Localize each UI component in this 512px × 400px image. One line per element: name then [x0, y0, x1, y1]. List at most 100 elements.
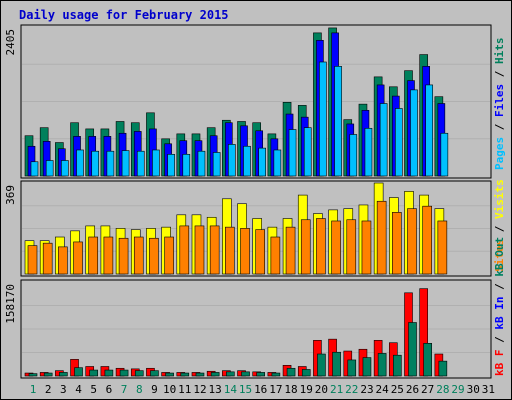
chart-title: Daily usage for February 2015	[19, 8, 229, 22]
bar-kb-out	[150, 370, 159, 377]
bar-kb-out	[332, 351, 341, 377]
bar-sites	[331, 220, 341, 275]
bar-sites	[164, 236, 174, 275]
bar-sites	[149, 237, 159, 275]
x-tick-label: 3	[60, 383, 67, 396]
bar-pages	[106, 150, 115, 177]
bar-kb-out	[210, 372, 220, 377]
bar-pages	[228, 144, 236, 177]
bar-kb-out	[180, 372, 190, 377]
legend-item: /	[493, 117, 506, 137]
bar-pages	[182, 154, 191, 177]
bar-sites	[118, 237, 129, 275]
bar-pages	[167, 154, 175, 177]
bar-pages	[152, 149, 160, 177]
bar-pages	[395, 108, 403, 177]
bar-kb-out	[43, 372, 53, 377]
bar-kb-out	[165, 372, 174, 377]
bar-pages	[243, 145, 251, 177]
x-tick-label: 22	[345, 383, 358, 396]
x-tick-label: 14	[224, 383, 238, 396]
x-tick-label: 26	[406, 383, 419, 396]
x-tick-label: 8	[136, 383, 143, 396]
bar-sites	[376, 200, 387, 275]
y-max-label: 158170	[4, 284, 17, 324]
x-tick-label: 1	[30, 383, 37, 396]
bar-pages	[258, 147, 267, 177]
bar-pages	[30, 161, 39, 177]
bar-sites	[42, 242, 53, 275]
bar-sites	[361, 220, 372, 275]
x-tick-label: 25	[391, 383, 404, 396]
bar-kb-out	[59, 372, 68, 377]
bar-sites	[255, 229, 265, 275]
x-tick-label: 6	[106, 383, 113, 396]
bar-pages	[288, 129, 297, 177]
bar-pages	[76, 149, 84, 177]
bar-sites	[392, 212, 402, 275]
x-tick-label: 19	[300, 383, 313, 396]
bar-kb-out	[241, 371, 250, 377]
x-tick-label: 28	[436, 383, 449, 396]
bar-kb-out	[347, 359, 357, 377]
bar-kb-out	[195, 372, 205, 377]
axis-legend: Pages / Files / Hits	[493, 38, 506, 171]
x-tick-label: 31	[482, 383, 495, 396]
bar-sites	[407, 208, 417, 275]
bar-sites	[194, 225, 205, 275]
legend-item: /	[493, 277, 506, 297]
bar-kb-out	[226, 371, 235, 377]
bar-pages	[121, 150, 130, 177]
bar-kb-out	[301, 369, 311, 377]
x-tick-label: 15	[239, 383, 252, 396]
x-tick-label: 27	[421, 383, 434, 396]
legend-item: /	[493, 330, 506, 350]
bar-pages	[212, 152, 221, 177]
bar-sites	[73, 241, 83, 275]
bar-sites	[179, 225, 190, 275]
legend-item: kB Out	[493, 237, 506, 277]
bar-sites	[225, 226, 235, 275]
bar-kb-out	[317, 353, 326, 377]
bar-pages	[319, 61, 327, 177]
bar-sites	[346, 219, 357, 275]
legend-item: Hits	[493, 38, 506, 65]
bar-kb-out	[256, 372, 266, 377]
legend-item: /	[493, 64, 506, 84]
x-tick-label: 17	[269, 383, 282, 396]
legend-item: Sites	[493, 239, 506, 272]
bar-kb-out	[286, 367, 296, 377]
y-max-label: 369	[4, 185, 17, 205]
bar-sites	[209, 225, 220, 275]
bar-kb-out	[438, 360, 448, 377]
bar-kb-out	[393, 354, 402, 377]
legend-item: kB F	[493, 350, 506, 377]
bar-kb-out	[377, 353, 387, 377]
axis-legend: Sites / Visits	[493, 179, 506, 272]
bar-sites	[285, 226, 296, 275]
legend-item: Visits	[493, 179, 506, 219]
bar-sites	[437, 220, 448, 275]
x-tick-label: 11	[178, 383, 191, 396]
bar-sites	[58, 246, 68, 275]
x-tick-label: 12	[193, 383, 206, 396]
legend-item: kB In	[493, 297, 506, 330]
bar-kb-out	[408, 322, 417, 377]
x-tick-label: 23	[360, 383, 373, 396]
bar-sites	[422, 205, 432, 275]
bar-pages	[334, 66, 342, 177]
bar-kb-out	[134, 370, 144, 377]
bar-sites	[103, 236, 114, 275]
x-tick-label: 13	[209, 383, 222, 396]
x-tick-label: 18	[284, 383, 297, 396]
bar-pages	[410, 89, 418, 177]
bar-pages	[61, 160, 69, 177]
bar-kb-out	[74, 367, 83, 377]
x-tick-label: 4	[75, 383, 82, 396]
x-tick-label: 20	[315, 383, 328, 396]
bar-sites	[270, 236, 281, 275]
x-tick-label: 21	[330, 383, 343, 396]
bar-kb-out	[423, 343, 432, 377]
x-tick-label: 16	[254, 383, 267, 396]
